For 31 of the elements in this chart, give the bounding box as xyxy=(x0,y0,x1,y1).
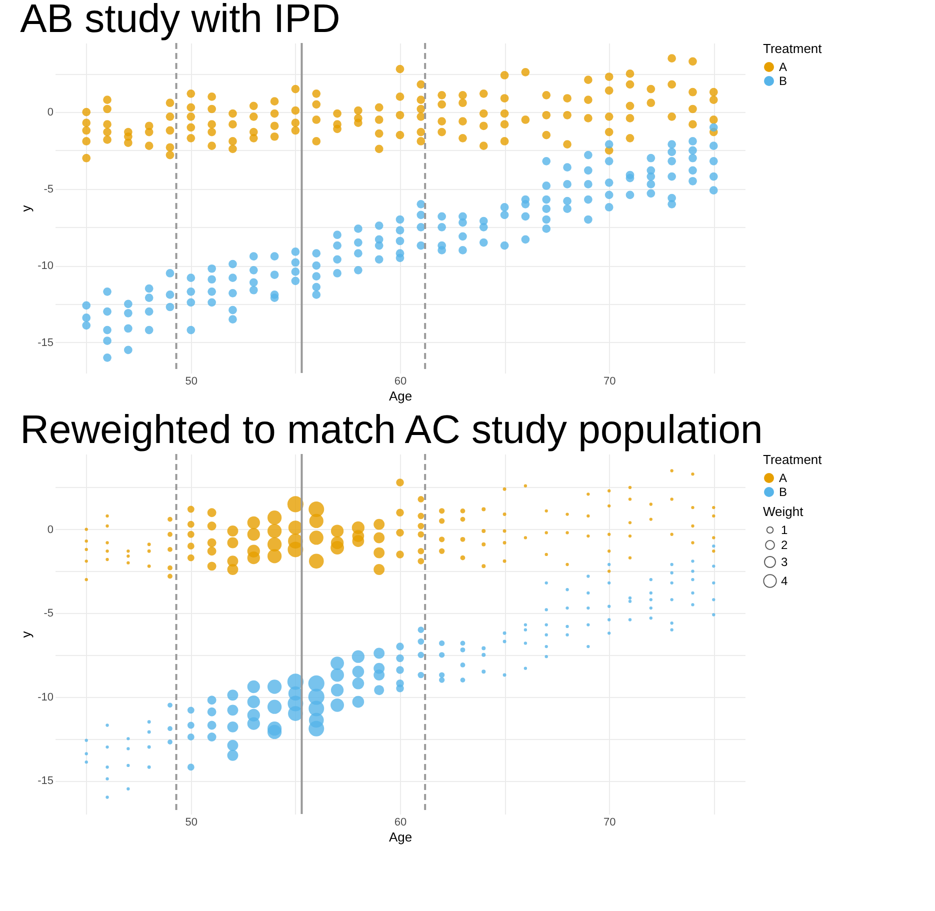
y-axis-title: y xyxy=(18,204,34,212)
y-tick-label: -15 xyxy=(38,336,54,349)
y-tick-label: 0 xyxy=(47,524,54,536)
legend-title: Treatment xyxy=(763,41,822,56)
x-tick-label: 60 xyxy=(394,376,407,388)
text: B xyxy=(779,485,788,499)
legend-label: A xyxy=(779,60,788,74)
x-tick-label: 70 xyxy=(603,376,616,388)
y-tick-label: -10 xyxy=(38,260,54,272)
x-axis-title: Age xyxy=(388,388,412,404)
y-tick-label: 0 xyxy=(47,106,54,119)
x-tick-label: 70 xyxy=(603,816,616,828)
text: Weight xyxy=(763,504,804,519)
legend-label: 1 xyxy=(781,523,788,537)
chart-title: Reweighted to match AC study population xyxy=(20,408,763,452)
x-tick-label: 60 xyxy=(394,816,407,828)
y-tick-label: -10 xyxy=(38,691,54,704)
y-tick-label: -15 xyxy=(38,775,54,788)
legend-label: A xyxy=(779,471,788,485)
x-tick-label: 50 xyxy=(185,816,198,828)
legend-label: 3 xyxy=(781,555,788,569)
legend-label: 2 xyxy=(781,538,788,552)
chart-title: AB study with IPD xyxy=(20,0,340,41)
text: Treatment xyxy=(763,452,822,467)
legend-label: B xyxy=(779,74,788,88)
x-axis-title: Age xyxy=(388,830,412,844)
x-tick-label: 50 xyxy=(185,376,198,388)
legend-label: 4 xyxy=(781,574,788,588)
y-tick-label: -5 xyxy=(44,183,54,196)
y-axis-title: y xyxy=(18,630,34,638)
y-tick-label: -5 xyxy=(44,608,54,620)
